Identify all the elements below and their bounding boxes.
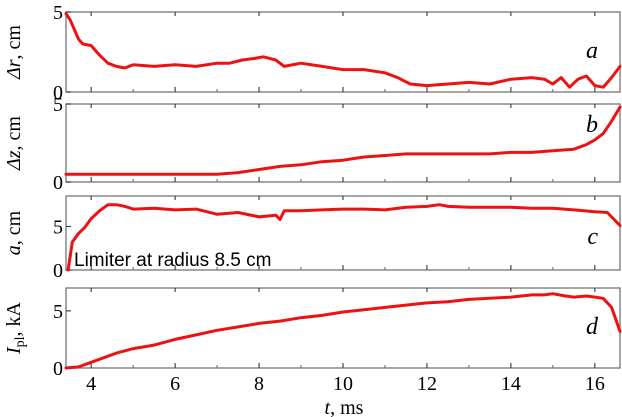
x-tick-label: 16 bbox=[585, 373, 605, 395]
y-tick-label: 0 bbox=[53, 260, 63, 282]
x-tick-label: 6 bbox=[170, 373, 180, 395]
y-tick-label: 5 bbox=[53, 94, 63, 116]
x-tick-label: 4 bbox=[86, 373, 96, 395]
panel-b: 0 5 b Δz, cm bbox=[3, 94, 622, 194]
series-line-d bbox=[64, 292, 622, 370]
y-tick-label: 0 bbox=[53, 82, 63, 104]
series-line-a bbox=[64, 12, 622, 89]
panel-letter: c bbox=[587, 224, 598, 250]
y-tick-label: 5 bbox=[53, 2, 63, 24]
x-tick-label: 12 bbox=[417, 373, 437, 395]
panel-letter: d bbox=[586, 314, 599, 340]
series-line-c bbox=[66, 203, 622, 272]
y-tick-label: 0 bbox=[53, 358, 63, 380]
y-tick-label: 5 bbox=[53, 216, 63, 238]
panel-annotation: Limiter at radius 8.5 cm bbox=[74, 250, 271, 271]
panel-frame bbox=[65, 11, 621, 93]
panel-frame bbox=[65, 103, 621, 183]
y-tick-label: 5 bbox=[53, 301, 63, 323]
x-axis-title: t, ms bbox=[325, 397, 364, 417]
panel-a: 0 5 a Δr, cm bbox=[3, 2, 622, 104]
y-axis-label: Δz, cm bbox=[3, 116, 25, 171]
x-tick-label: 10 bbox=[333, 373, 353, 395]
panel-letter: a bbox=[586, 38, 598, 64]
panel-d: 0 5 d Ipl, kA bbox=[3, 287, 622, 380]
x-tick-label: 8 bbox=[254, 373, 264, 395]
y-tick-label: 0 bbox=[53, 172, 63, 194]
x-tick-label: 14 bbox=[501, 373, 521, 395]
y-axis-label: a, cm bbox=[3, 210, 25, 255]
panel-c: 0 5 c a, cm Limiter at radius 8.5 cm bbox=[3, 195, 622, 282]
y-axis-label: Ipl, kA bbox=[3, 301, 28, 355]
panel-frame bbox=[65, 287, 621, 369]
y-axis-label: Δr, cm bbox=[3, 25, 25, 80]
series-line-b bbox=[64, 105, 622, 176]
panel-letter: b bbox=[586, 112, 598, 138]
